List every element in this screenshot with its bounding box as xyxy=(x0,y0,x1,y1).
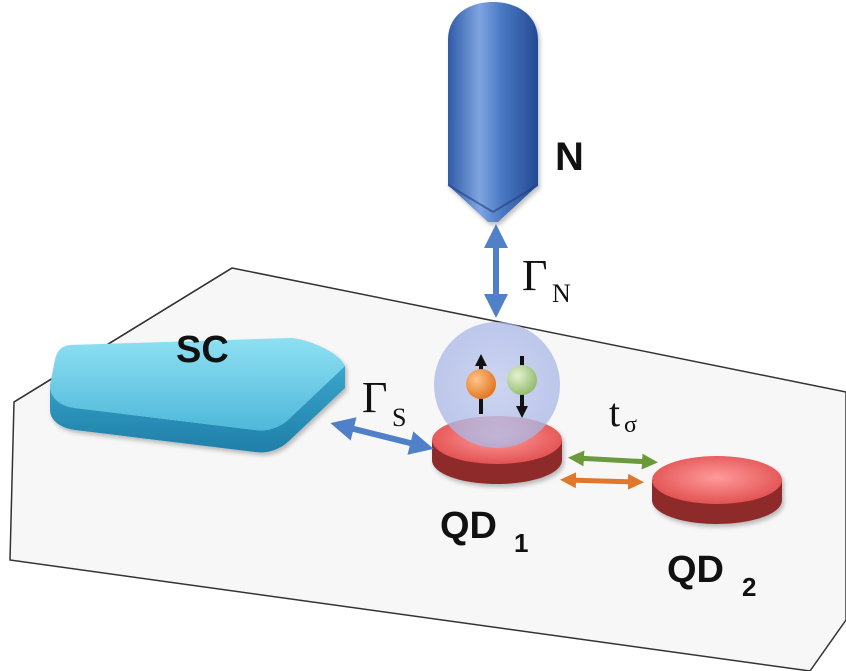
t-sigma-arrow-orange xyxy=(560,472,644,490)
qd2-subscript: 2 xyxy=(742,572,756,602)
t-sigma-symbol: t xyxy=(609,390,620,435)
gamma-n-subscript: N xyxy=(552,279,571,308)
gamma-s-arrow xyxy=(330,417,434,455)
t-sigma-arrow-green xyxy=(568,450,658,470)
spin-halo xyxy=(434,322,560,448)
qd2-dot xyxy=(652,456,782,524)
superconductor-block xyxy=(50,338,345,453)
spin-down-electron xyxy=(507,356,537,418)
qd1-label: QD xyxy=(440,505,497,547)
gamma-s-symbol: Γ xyxy=(362,373,387,422)
gamma-n-symbol: Γ xyxy=(522,251,547,300)
normal-lead-label: N xyxy=(555,135,584,179)
t-sigma-subscript: σ xyxy=(624,412,637,438)
spin-up-electron xyxy=(466,354,496,414)
normal-lead-tip xyxy=(447,2,539,222)
sc-label: SC xyxy=(176,329,229,371)
qd2-label: QD xyxy=(667,549,724,591)
gamma-s-subscript: S xyxy=(392,403,406,432)
qd1-subscript: 1 xyxy=(514,528,528,558)
